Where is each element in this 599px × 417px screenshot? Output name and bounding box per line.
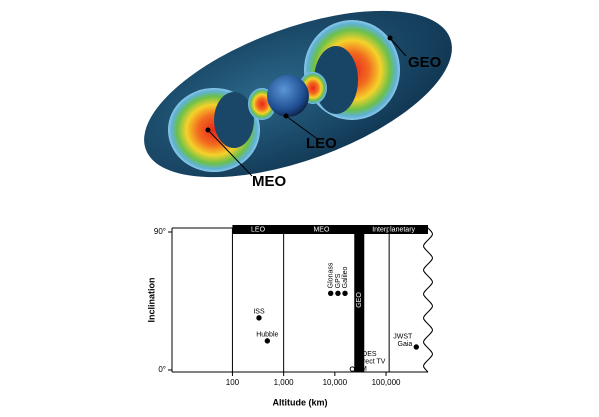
satellite-point xyxy=(335,290,341,297)
satellite-point xyxy=(413,344,420,350)
point-label: JWST xyxy=(393,333,413,340)
x-tick-label: 1,000 xyxy=(274,378,295,387)
orbit-chart: LEO MEO Interplanetary GEO 100 1,000 10,000 100… xyxy=(146,225,433,407)
point-label: ISS xyxy=(253,309,265,316)
point-label: Glonass xyxy=(328,262,335,288)
meo-label: MEO xyxy=(252,173,287,190)
y-tick-label: 0° xyxy=(158,365,166,374)
region-header xyxy=(232,225,428,234)
geo-bar-label: GEO xyxy=(356,292,363,308)
x-tick-label: 100,000 xyxy=(372,378,401,387)
region-label: Interplanetary xyxy=(372,226,415,233)
point-label: Direct TV xyxy=(356,358,385,365)
satellite-point xyxy=(264,338,271,344)
point-label: GPS xyxy=(335,273,342,288)
satellite-point xyxy=(327,290,334,297)
point-label: Galileo xyxy=(342,266,349,288)
point-label: Hubble xyxy=(256,332,278,339)
belt-illustration: GEO LEO MEO xyxy=(144,10,452,190)
region-label: MEO xyxy=(313,226,330,233)
y-tick-label: 90° xyxy=(154,227,166,236)
satellite-point xyxy=(349,366,356,372)
point-label: GOES xyxy=(356,351,377,358)
point-label: Gaia xyxy=(398,341,413,348)
satellite-point xyxy=(256,315,262,321)
geo-bar xyxy=(354,225,365,372)
x-axis-title: Altitude (km) xyxy=(273,397,328,407)
x-tick-label: 100 xyxy=(226,378,240,387)
x-tick-label: 10,000 xyxy=(323,378,348,387)
torn-edge xyxy=(423,227,433,373)
y-axis-title: Inclination xyxy=(146,278,156,323)
satellite-point xyxy=(342,290,348,297)
geo-label: GEO xyxy=(408,54,442,71)
point-label: XM xyxy=(356,366,367,373)
leo-label: LEO xyxy=(306,135,337,152)
region-label: LEO xyxy=(251,226,266,233)
